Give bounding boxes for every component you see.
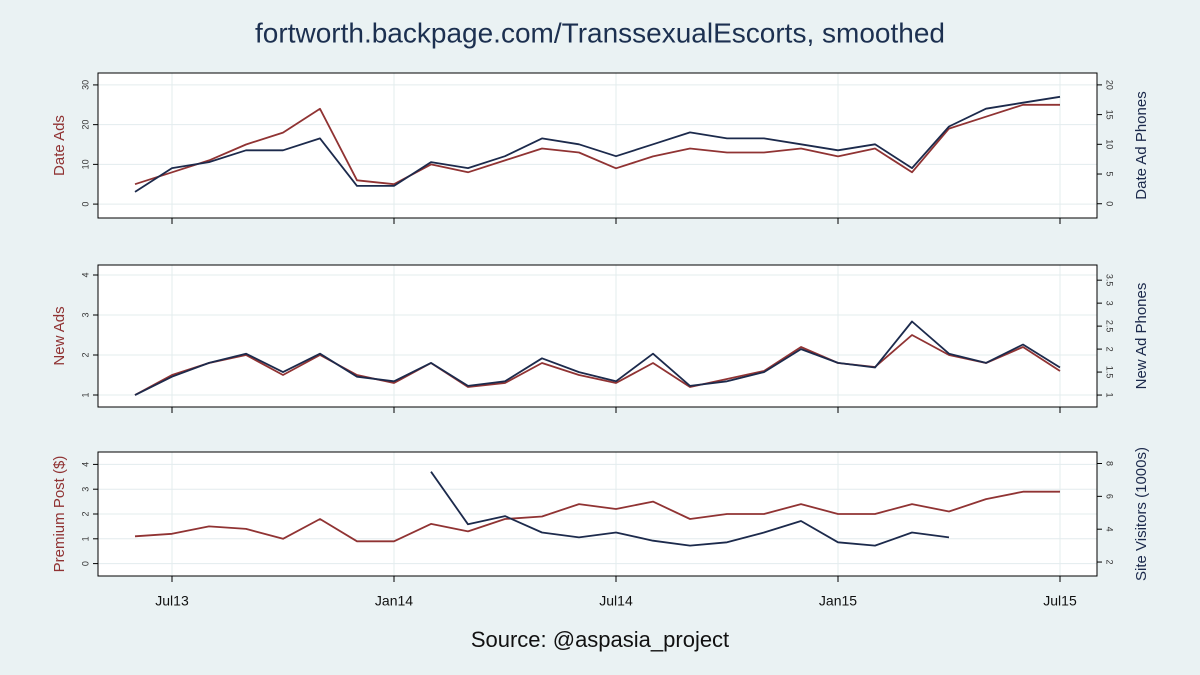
chart-title: fortworth.backpage.com/TranssexualEscort… — [255, 17, 945, 48]
y2-tick-label: 3.5 — [1105, 274, 1115, 287]
series-line — [134, 95, 1061, 193]
y2-tick-label: 2.5 — [1105, 320, 1115, 333]
y2-tick-label: 20 — [1105, 80, 1115, 90]
y-tick-label: 4 — [80, 462, 90, 467]
axis-title: New Ads — [51, 306, 68, 365]
axis-title: New Ad Phones — [1133, 283, 1150, 390]
x-tick-label: Jul15 — [1043, 593, 1077, 609]
y2-tick-label: 1 — [1105, 393, 1115, 398]
axis-title: Site Visitors (1000s) — [1133, 447, 1150, 581]
y-tick-label: 20 — [80, 120, 90, 130]
x-tick-label: Jul14 — [599, 593, 633, 609]
y-tick-label: 10 — [80, 159, 90, 169]
y2-tick-label: 5 — [1105, 172, 1115, 177]
y2-tick-label: 10 — [1105, 139, 1115, 149]
axis-title: Date Ads — [51, 115, 68, 176]
y-tick-label: 0 — [80, 561, 90, 566]
plot-frame — [97, 264, 1098, 408]
axis-title: Premium Post ($) — [51, 456, 68, 573]
series-line — [134, 490, 1060, 543]
x-tick-label: Jul13 — [155, 593, 189, 609]
series-line — [134, 103, 1060, 186]
y-tick-label: 0 — [80, 202, 90, 207]
axis-title: Date Ad Phones — [1133, 91, 1150, 199]
y-tick-label: 4 — [80, 272, 90, 277]
y2-tick-label: 0 — [1105, 201, 1115, 206]
y2-tick-label: 1.5 — [1105, 366, 1115, 379]
y2-tick-label: 15 — [1105, 110, 1115, 120]
series-line — [134, 320, 1061, 396]
y2-tick-label: 2 — [1105, 347, 1115, 352]
y2-tick-label: 8 — [1105, 461, 1115, 466]
series-line — [430, 471, 950, 547]
y-tick-label: 3 — [80, 312, 90, 317]
y2-tick-label: 6 — [1105, 494, 1115, 499]
plot-area — [97, 264, 1098, 408]
y-tick-label: 3 — [80, 487, 90, 492]
x-tick-label: Jan15 — [819, 593, 857, 609]
x-tick-label: Jan14 — [375, 593, 413, 609]
y2-tick-label: 3 — [1105, 301, 1115, 306]
y-tick-label: 1 — [80, 392, 90, 397]
source-note: Source: @aspasia_project — [471, 627, 729, 652]
y2-tick-label: 4 — [1105, 527, 1115, 532]
series-line — [134, 334, 1061, 396]
y-tick-label: 30 — [80, 80, 90, 90]
y-tick-label: 2 — [80, 352, 90, 357]
plot-frame — [97, 72, 1098, 219]
plot-area — [97, 72, 1098, 219]
plot-frame — [97, 451, 1098, 577]
y2-tick-label: 2 — [1105, 560, 1115, 565]
y-tick-label: 2 — [80, 511, 90, 516]
y-tick-label: 1 — [80, 536, 90, 541]
